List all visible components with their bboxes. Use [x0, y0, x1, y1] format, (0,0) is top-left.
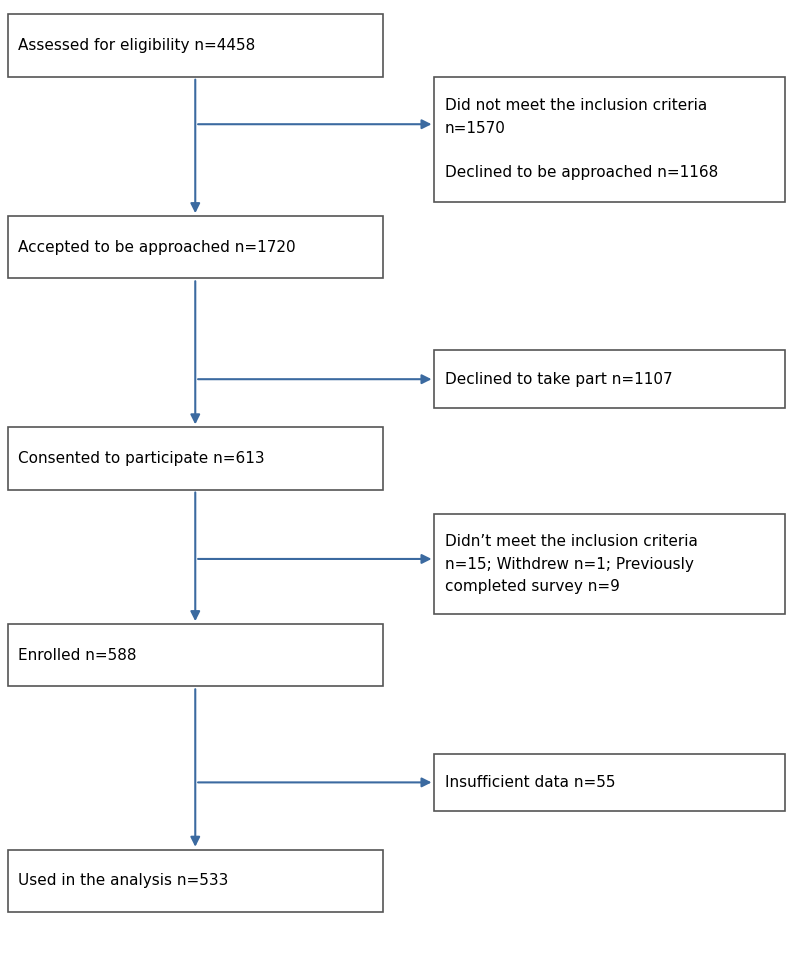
Text: Insufficient data n=55: Insufficient data n=55: [445, 775, 615, 790]
Text: Consented to participate n=613: Consented to participate n=613: [18, 451, 265, 466]
Text: Declined to take part n=1107: Declined to take part n=1107: [445, 372, 673, 387]
FancyBboxPatch shape: [8, 216, 383, 278]
Text: Accepted to be approached n=1720: Accepted to be approached n=1720: [18, 240, 296, 254]
FancyBboxPatch shape: [434, 350, 785, 408]
Text: Used in the analysis n=533: Used in the analysis n=533: [18, 874, 229, 888]
FancyBboxPatch shape: [8, 850, 383, 912]
Text: Didn’t meet the inclusion criteria
n=15; Withdrew n=1; Previously
completed surv: Didn’t meet the inclusion criteria n=15;…: [445, 535, 697, 593]
Text: Enrolled n=588: Enrolled n=588: [18, 648, 137, 662]
Text: Assessed for eligibility n=4458: Assessed for eligibility n=4458: [18, 38, 256, 53]
FancyBboxPatch shape: [434, 754, 785, 811]
FancyBboxPatch shape: [434, 514, 785, 614]
FancyBboxPatch shape: [434, 77, 785, 202]
FancyBboxPatch shape: [8, 427, 383, 490]
FancyBboxPatch shape: [8, 14, 383, 77]
FancyBboxPatch shape: [8, 624, 383, 686]
Text: Did not meet the inclusion criteria
n=1570

Declined to be approached n=1168: Did not meet the inclusion criteria n=15…: [445, 99, 718, 180]
